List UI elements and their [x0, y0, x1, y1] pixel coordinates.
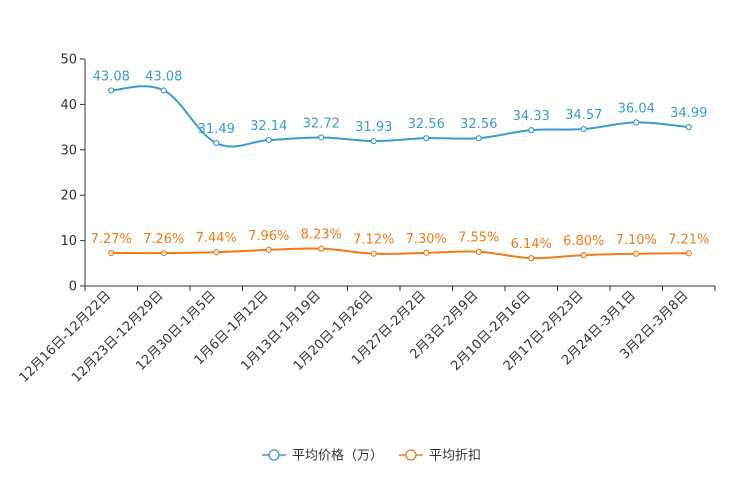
data-label: 32.56: [408, 117, 445, 132]
legend-label: 平均折扣: [429, 449, 481, 464]
y-tick-label: 50: [60, 53, 77, 68]
data-point: [580, 252, 587, 259]
data-label: 34.33: [513, 109, 550, 124]
data-point: [108, 87, 115, 94]
data-label: 34.99: [670, 106, 707, 121]
data-point: [633, 119, 640, 126]
series-line: [111, 247, 689, 260]
y-tick-label: 30: [60, 143, 77, 158]
data-point: [528, 127, 535, 134]
data-point: [318, 134, 325, 141]
data-label: 7.27%: [91, 232, 132, 247]
data-point: [318, 245, 325, 252]
data-point: [475, 135, 482, 142]
legend-item-avg-discount[interactable]: 平均折扣: [399, 449, 481, 464]
data-point: [213, 249, 220, 256]
legend-label: 平均价格（万）: [292, 448, 383, 464]
series-line: [111, 85, 689, 148]
series-avg-price: 43.08 43.08 31.49 32.14 32.72 31.93 32.56 32.56…: [93, 69, 707, 148]
data-point: [528, 255, 535, 262]
x-tick-label: 12月23日-12月29日: [69, 288, 166, 385]
data-label: 7.30%: [406, 232, 447, 247]
data-label: 6.80%: [563, 234, 604, 249]
data-label: 7.44%: [196, 231, 237, 246]
data-point: [580, 125, 587, 133]
series-avg-discount: 7.27% 7.26% 7.44% 7.96% 8.23% 7.12% 7.30% 7.55%…: [91, 228, 709, 262]
data-label: 32.72: [303, 116, 340, 131]
data-point: [685, 250, 692, 257]
data-point: [160, 87, 167, 94]
data-label: 7.21%: [668, 232, 709, 247]
legend-marker-icon: [268, 449, 280, 461]
data-point: [423, 135, 430, 142]
data-point: [423, 249, 430, 256]
data-label: 36.04: [618, 101, 655, 116]
data-point: [265, 136, 272, 144]
legend-item-avg-price[interactable]: 平均价格（万）: [262, 448, 383, 464]
y-tick-label: 20: [60, 189, 77, 204]
data-point: [160, 249, 167, 257]
data-label: 7.96%: [248, 229, 289, 244]
data-label: 6.14%: [511, 237, 552, 252]
chart-axes: 0102030405012月16日-12月22日12月23日-12月29日12月…: [17, 53, 716, 386]
y-tick-label: 40: [60, 98, 77, 113]
data-point: [475, 248, 482, 255]
data-label: 7.26%: [143, 232, 184, 247]
chart-series: 43.08 43.08 31.49 32.14 32.72 31.93 32.56 32.56…: [91, 69, 709, 262]
data-label: 31.93: [355, 120, 392, 135]
data-label: 43.08: [145, 69, 182, 84]
y-tick-label: 0: [69, 280, 77, 295]
legend-marker-icon: [405, 449, 417, 461]
data-point: [370, 250, 377, 257]
data-label: 7.10%: [616, 233, 657, 248]
chart-legend[interactable]: 平均价格（万） 平均折扣: [262, 448, 481, 464]
data-label: 32.14: [250, 119, 287, 134]
data-point: [213, 139, 220, 147]
x-tick-label: 12月16日-12月22日: [17, 288, 114, 385]
data-label: 32.56: [460, 117, 497, 132]
data-point: [633, 250, 640, 257]
data-label: 7.55%: [458, 231, 499, 246]
data-label: 8.23%: [301, 228, 342, 243]
data-label: 34.57: [565, 108, 602, 123]
data-point: [265, 246, 272, 253]
data-label: 31.49: [198, 122, 235, 137]
data-point: [685, 124, 692, 131]
data-point: [370, 137, 377, 145]
data-label: 7.12%: [353, 233, 394, 248]
data-label: 43.08: [93, 69, 130, 84]
data-point: [108, 249, 115, 257]
y-tick-label: 10: [60, 234, 77, 249]
